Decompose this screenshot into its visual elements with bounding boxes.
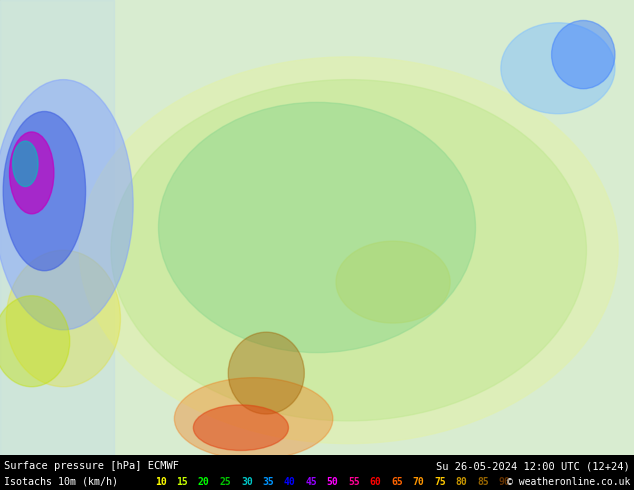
Text: 40: 40 [284,476,295,487]
Text: © weatheronline.co.uk: © weatheronline.co.uk [507,476,630,487]
Ellipse shape [228,332,304,414]
Ellipse shape [79,57,618,443]
Text: 30: 30 [241,476,252,487]
Text: 25: 25 [219,476,231,487]
Ellipse shape [0,79,133,330]
Text: 70: 70 [413,476,424,487]
Ellipse shape [158,102,476,353]
Text: 60: 60 [370,476,382,487]
Ellipse shape [0,296,70,387]
Text: Surface pressure [hPa] ECMWF: Surface pressure [hPa] ECMWF [4,461,179,471]
Text: 75: 75 [434,476,446,487]
Text: Isotachs 10m (km/h): Isotachs 10m (km/h) [4,476,124,487]
Text: 65: 65 [391,476,403,487]
Text: 85: 85 [477,476,489,487]
Text: 45: 45 [306,476,317,487]
Text: 50: 50 [327,476,339,487]
Ellipse shape [336,241,450,323]
Ellipse shape [193,405,288,450]
Text: 90: 90 [498,476,510,487]
Ellipse shape [552,21,615,89]
Text: 80: 80 [456,476,467,487]
Ellipse shape [501,23,615,114]
Text: 55: 55 [348,476,360,487]
Text: 15: 15 [176,476,188,487]
Ellipse shape [10,132,54,214]
Text: 20: 20 [198,476,210,487]
Ellipse shape [13,141,38,187]
Ellipse shape [3,111,86,270]
Ellipse shape [6,250,120,387]
Bar [0,0,114,455]
Ellipse shape [174,378,333,460]
Text: 35: 35 [262,476,274,487]
Ellipse shape [111,79,586,421]
Text: Su 26-05-2024 12:00 UTC (12+24): Su 26-05-2024 12:00 UTC (12+24) [436,461,630,471]
Text: 10: 10 [155,476,167,487]
